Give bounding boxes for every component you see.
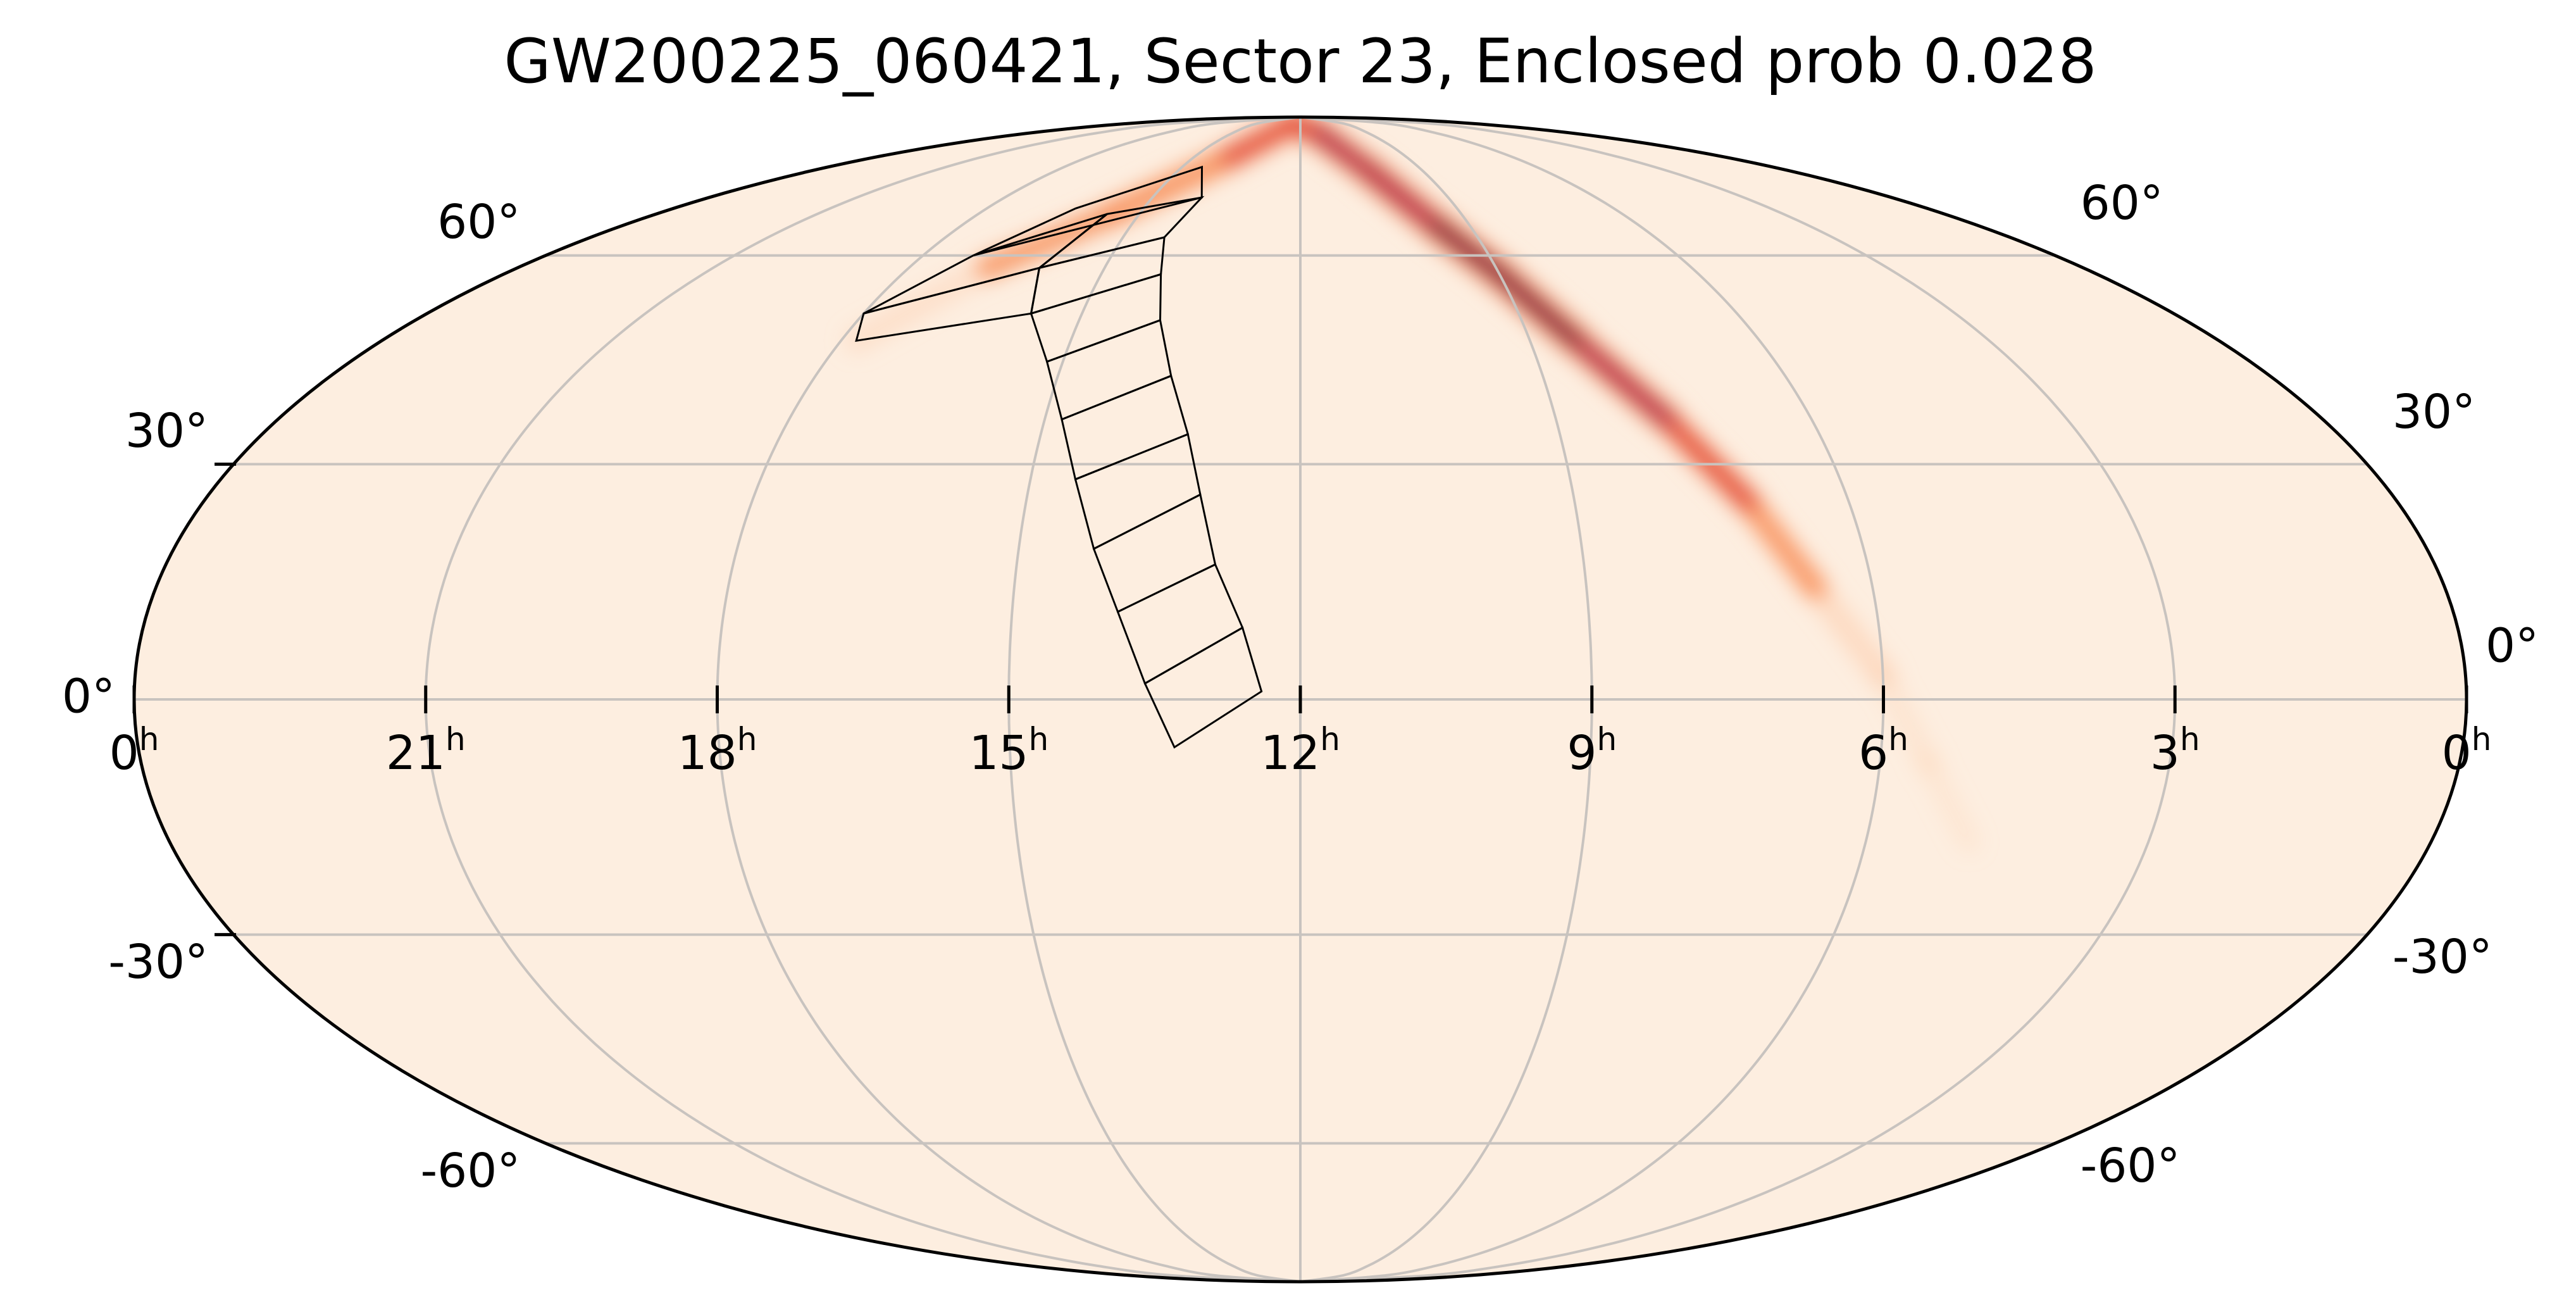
ra-label: 3h: [2150, 721, 2200, 780]
ra-label: 12h: [1260, 721, 1340, 780]
ra-label-unit: h: [445, 721, 466, 758]
dec-label-right: 30°: [2392, 385, 2475, 439]
ra-label-unit: h: [2472, 721, 2492, 758]
ra-label-hours: 21: [386, 726, 445, 780]
ccd-tile: [973, 165, 1204, 257]
probability-segment: [1802, 575, 1896, 689]
ra-label: 0h: [109, 721, 159, 780]
ra-label-hours: 12: [1260, 726, 1320, 780]
probability-segment: [1495, 269, 1581, 346]
probability-segment: [1219, 117, 1303, 167]
ra-label-unit: h: [1888, 721, 1908, 758]
dec-label-left: 60°: [437, 195, 520, 249]
ra-label-unit: h: [1596, 721, 1617, 758]
ra-label: 9h: [1567, 721, 1617, 780]
ra-label-hours: 6: [1858, 726, 1888, 780]
probability-segment: [1101, 146, 1241, 225]
ra-label-unit: h: [2180, 721, 2200, 758]
ra-label: 21h: [386, 721, 466, 780]
ra-label-hours: 9: [1567, 726, 1596, 780]
probability-segment: [1870, 663, 1941, 775]
dec-label-right: 60°: [2081, 176, 2163, 230]
dec-label-left: 0°: [62, 670, 115, 724]
ra-label-unit: h: [1320, 721, 1340, 758]
ra-label-hours: 18: [678, 726, 737, 780]
dec-label-left: 30°: [125, 404, 208, 458]
ra-label: 15h: [969, 721, 1048, 780]
dec-label-right: -60°: [2081, 1139, 2181, 1193]
dec-label-right: 0°: [2486, 619, 2539, 673]
probability-segment: [1917, 751, 1981, 854]
ra-label: 0h: [2442, 721, 2492, 780]
ra-label-unit: h: [1028, 721, 1048, 758]
probability-segment: [1431, 220, 1505, 280]
ra-label: 18h: [678, 721, 757, 780]
probability-band: [843, 117, 1981, 854]
tess-sector-footprint: [855, 165, 1263, 749]
ra-label-unit: h: [737, 721, 757, 758]
ra-label-unit: h: [139, 721, 159, 758]
ra-label-hours: 0: [109, 726, 139, 780]
dec-label-right: -30°: [2392, 930, 2492, 984]
ra-label-hours: 15: [969, 726, 1028, 780]
probability-segment: [976, 203, 1123, 278]
probability-segment: [1738, 491, 1826, 599]
probability-segment: [1569, 333, 1674, 427]
right-ascension-labels: 0h 21h 18h 15h 12h 9h 6h 3h 0h: [109, 721, 2492, 780]
ccd-tile: [1143, 626, 1263, 749]
sky-outline: [132, 115, 2468, 1284]
probability-segment: [1657, 410, 1758, 511]
dec-label-left: -60°: [420, 1144, 520, 1198]
ra-label: 6h: [1858, 721, 1908, 780]
map-title: GW200225_060421, Sector 23, Enclosed pro…: [504, 26, 2096, 97]
probability-segment: [843, 255, 1000, 353]
ra-label-hours: 0: [2442, 726, 2472, 780]
probability-segment: [1311, 125, 1378, 179]
ra-label-hours: 3: [2150, 726, 2180, 780]
probability-segment: [1362, 164, 1444, 234]
dec-label-left: -30°: [108, 935, 208, 989]
declination-labels: 60° 30° 0° -30° -60° 60° 30° 0° -30° -60°: [62, 176, 2539, 1198]
